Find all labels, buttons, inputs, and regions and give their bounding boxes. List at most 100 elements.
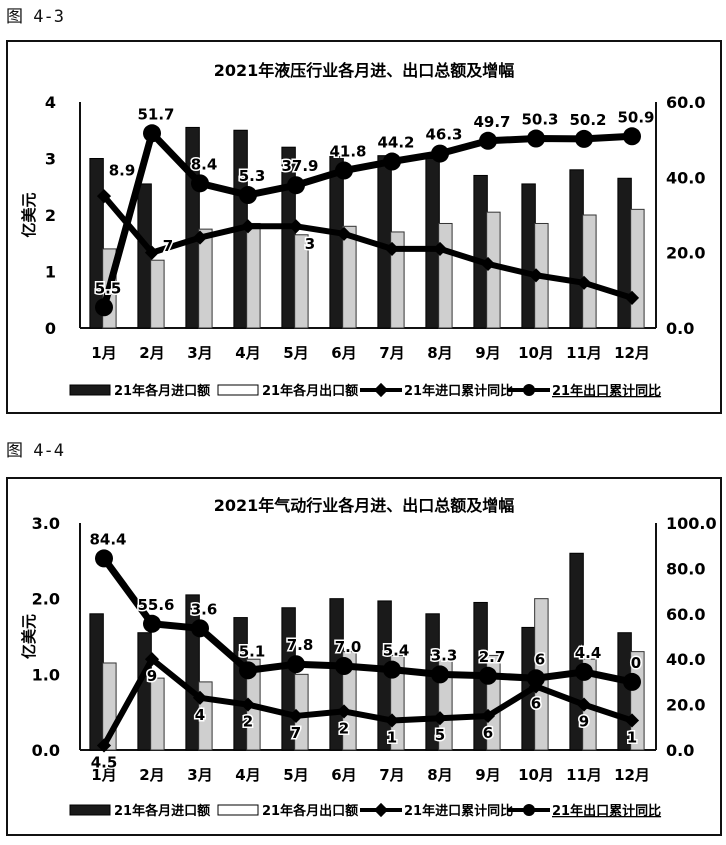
export-bar: [342, 225, 357, 329]
export-cumulative-data-label: 0: [631, 654, 641, 672]
category-label: 1月: [91, 766, 116, 784]
import-bar: [473, 174, 488, 329]
legend-circle-marker: [523, 384, 535, 396]
import-bar: [569, 169, 584, 329]
category-label: 7月: [379, 344, 404, 362]
import-bar: [377, 155, 392, 329]
import-cumulative-marker: [576, 275, 592, 290]
left-tick-label: 2.0: [32, 590, 60, 609]
right-tick-label: 80.0: [666, 559, 705, 578]
import-cumulative-marker: [192, 230, 208, 245]
export-cumulative-data-label: 55.6: [137, 596, 174, 614]
export-bar: [630, 208, 645, 329]
import-cumulative-marker: [624, 290, 640, 305]
category-label: 12月: [614, 344, 650, 362]
right-tick-label: 100.0: [666, 514, 717, 533]
legend-label: 21年进口累计同比: [404, 383, 513, 399]
export-cumulative-marker: [191, 174, 209, 193]
import-cumulative-marker: [528, 268, 544, 283]
import-cumulative-data-label: 1: [387, 728, 397, 746]
category-label: 12月: [614, 766, 650, 784]
legend-circle-marker: [523, 804, 535, 816]
export-cumulative-data-label: 37.9: [281, 157, 318, 175]
category-label: 4月: [235, 766, 260, 784]
import-cumulative-data-label: 2: [243, 713, 253, 731]
y-axis-label: 亿美元: [20, 192, 38, 237]
legend-label: 21年出口累计同比: [552, 383, 661, 399]
data-label-fragment: 3: [305, 235, 315, 253]
export-cumulative-marker: [239, 186, 257, 205]
export-cumulative-marker: [95, 298, 113, 317]
export-cumulative-data-label: 46.3: [425, 126, 462, 144]
export-cumulative-data-label: 5.4: [383, 642, 410, 660]
import-cumulative-line: [101, 194, 633, 301]
export-cumulative-marker: [383, 152, 401, 171]
right-tick-label: 40.0: [666, 650, 705, 669]
export-bar: [390, 654, 405, 751]
category-label: 9月: [475, 344, 500, 362]
export-cumulative-marker: [479, 666, 497, 685]
export-cumulative-data-label: 2.7: [479, 648, 506, 666]
export-cumulative-data-label: 50.9: [617, 108, 654, 126]
legend-label: 21年各月进口额: [114, 803, 210, 819]
export-cumulative-data-label: 5.5: [95, 279, 122, 297]
import-cumulative-data-label: 1: [627, 728, 637, 746]
category-label: 9月: [475, 766, 500, 784]
legend-label: 21年各月进口额: [114, 383, 210, 399]
export-cumulative-marker: [431, 665, 449, 684]
export-cumulative-data-label: 8.4: [191, 155, 218, 173]
import-cumulative-marker: [336, 226, 352, 241]
export-cumulative-data-label: 5.3: [239, 167, 266, 185]
export-cumulative-data-label: 49.7: [473, 113, 510, 131]
export-cumulative-marker: [143, 614, 161, 633]
export-cumulative-marker: [287, 176, 305, 195]
category-label: 11月: [566, 766, 602, 784]
export-cumulative-marker: [191, 619, 209, 638]
export-cumulative-data-label: 41.8: [329, 143, 366, 161]
import-cumulative-marker: [288, 219, 304, 234]
export-bar: [438, 222, 453, 329]
import-cumulative-data-label: 7: [291, 724, 301, 742]
import-cumulative-data-label: 4: [195, 706, 205, 724]
legend-export-swatch: [217, 804, 259, 816]
export-bar: [390, 231, 405, 329]
chart-title: 2021年液压行业各月进、出口总额及增幅: [214, 61, 515, 80]
export-cumulative-data-label: 4.4: [575, 644, 602, 662]
export-cumulative-marker: [575, 662, 593, 681]
import-cumulative-data-label: 5: [435, 726, 445, 744]
category-label: 4月: [235, 344, 260, 362]
import-cumulative-marker: [624, 713, 640, 728]
export-cumulative-line: [100, 129, 633, 309]
legend-import-swatch: [69, 804, 111, 816]
category-label: 8月: [427, 344, 452, 362]
left-tick-label: 0.0: [32, 741, 60, 760]
legend-label: 21年出口累计同比: [552, 803, 661, 819]
import-cumulative-marker: [576, 697, 592, 712]
legend-label: 21年各月出口额: [262, 383, 358, 399]
category-label: 2月: [139, 344, 164, 362]
import-cumulative-data-label: 6: [531, 694, 541, 712]
hydraulics-chart: 2021年液压行业各月进、出口总额及增幅012340.020.040.060.0…: [20, 61, 705, 399]
export-cumulative-marker: [479, 131, 497, 150]
import-cumulative-marker: [240, 219, 256, 234]
export-cumulative-marker: [335, 161, 353, 180]
export-cumulative-data-label: 3.6: [191, 600, 218, 618]
import-cumulative-data-label: 6: [483, 724, 493, 742]
export-cumulative-marker: [95, 549, 113, 568]
export-cumulative-marker: [527, 669, 545, 688]
export-cumulative-data-label: 6: [535, 650, 545, 668]
export-cumulative-data-label: 51.7: [137, 105, 174, 123]
export-cumulative-data-label: 7.0: [335, 638, 362, 656]
import-cumulative-data-label: 4.5: [91, 753, 118, 771]
import-cumulative-marker: [288, 708, 304, 724]
import-cumulative-data-label: 9: [147, 667, 157, 685]
import-bar: [329, 155, 344, 329]
data-label-fragment: 7: [163, 237, 173, 255]
hydraulics-chart-frame: 2021年液压行业各月进、出口总额及增幅 0 1 2 3 4 0.0 20.0 40.0 60.0…: [6, 40, 722, 414]
export-cumulative-line: [101, 556, 633, 686]
category-label: 8月: [427, 766, 452, 784]
pneumatics-chart-frame: 2021年气动行业各月进、出口总额及增幅 0.0 1.0 2.0 3.0 0.0 20.0 4…: [6, 477, 722, 836]
pneumatics-chart: 2021年气动行业各月进、出口总额及增幅 0.0 1.0 2.0 3.0 0.0 20.0 4…: [20, 496, 717, 819]
export-cumulative-marker: [527, 129, 545, 148]
category-label: 11月: [566, 344, 602, 362]
